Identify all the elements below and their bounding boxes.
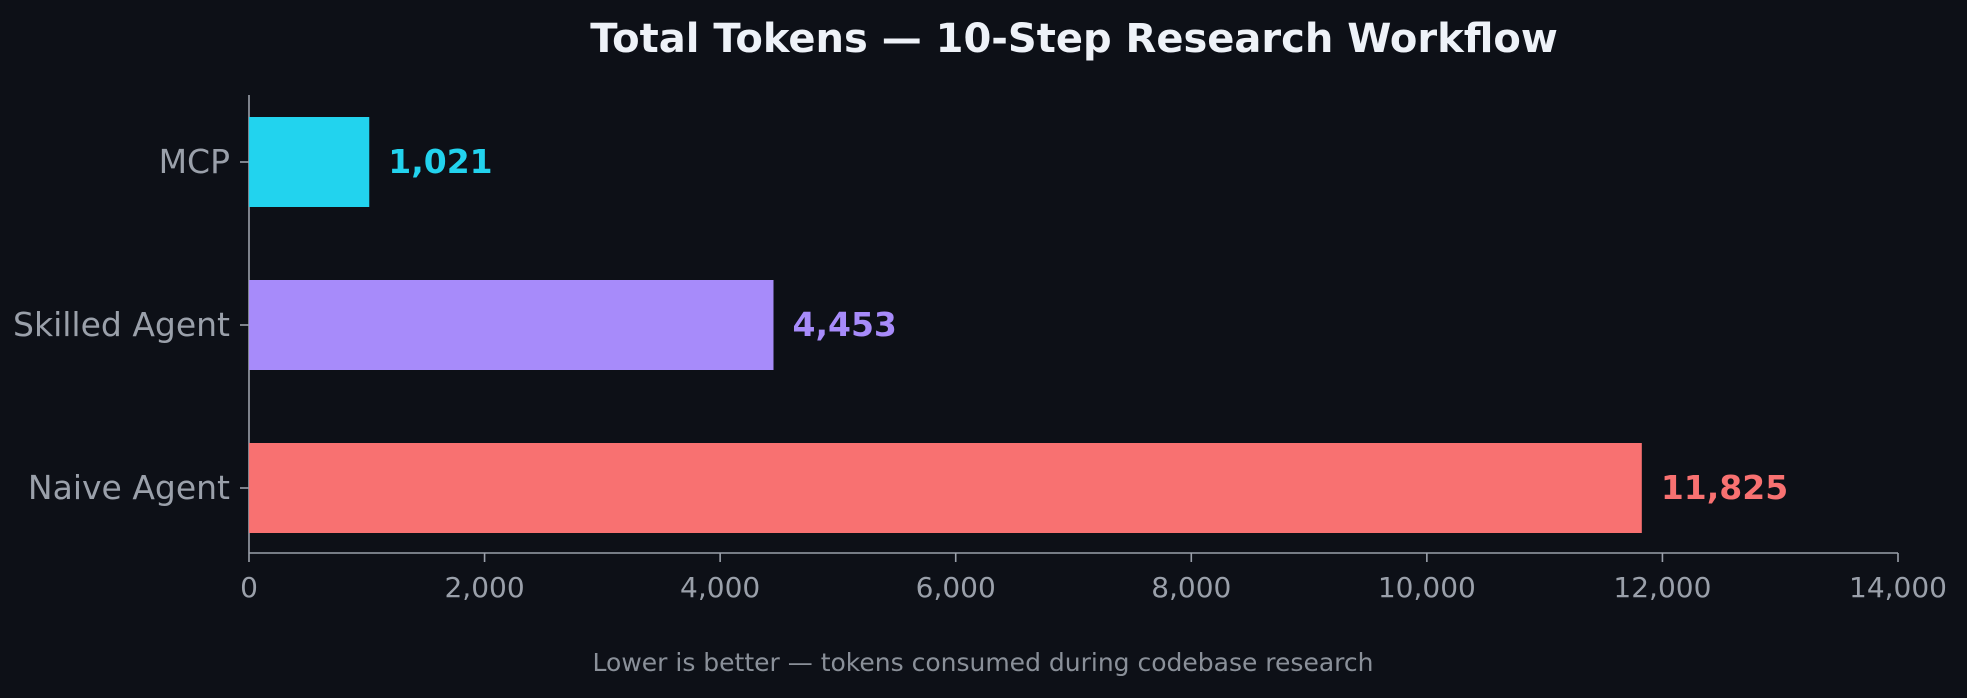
chart-title: Total Tokens — 10-Step Research Workflow [590,16,1558,62]
category-label: Naive Agent [28,468,230,507]
x-tick-label: 4,000 [680,571,760,604]
value-label: 1,021 [388,142,492,181]
x-tick-label: 12,000 [1613,571,1711,604]
x-tick-label: 2,000 [444,571,524,604]
value-label: 4,453 [792,305,896,344]
chart-footnote: Lower is better — tokens consumed during… [593,648,1374,677]
x-tick-label: 8,000 [1151,571,1231,604]
value-label: 11,825 [1661,468,1788,507]
plot-area: 0 2,000 4,000 6,000 8,000 10,000 12,000 14,000 M… [13,117,1947,604]
bar [249,443,1642,533]
x-tick-label: 14,000 [1849,571,1947,604]
x-tick-label: 10,000 [1378,571,1476,604]
x-tick-label: 6,000 [916,571,996,604]
x-tick-label: 0 [240,571,258,604]
bar [249,280,774,370]
category-label: Skilled Agent [13,305,230,344]
bar [249,117,370,207]
category-label: MCP [159,142,230,181]
